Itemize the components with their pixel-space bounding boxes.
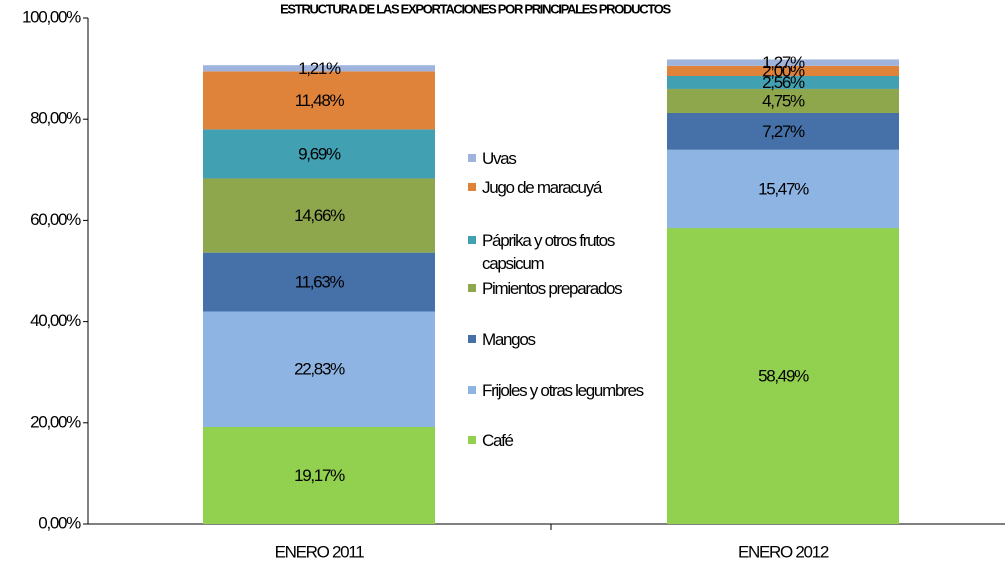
legend-swatch <box>468 335 476 343</box>
bar-segment <box>203 129 435 179</box>
value-label: 2,00% <box>762 61 805 80</box>
y-tick-label: 100,00% <box>22 7 81 26</box>
legend-swatch <box>468 183 476 191</box>
value-label: 1,27% <box>762 53 805 72</box>
bar-segment <box>203 65 435 72</box>
bar-segment <box>203 426 435 524</box>
value-label: 11,63% <box>295 273 345 292</box>
legend-swatch <box>468 284 476 292</box>
value-label: 19,17% <box>294 466 345 485</box>
y-tick-label: 0,00% <box>38 513 81 532</box>
value-label: 14,66% <box>294 206 345 225</box>
legend-swatch <box>468 386 476 394</box>
value-label: 11,48% <box>295 91 345 110</box>
legend-swatch <box>468 436 476 444</box>
value-label: 58,49% <box>758 367 809 386</box>
bar-segment <box>667 228 899 525</box>
bar-segment <box>667 59 899 66</box>
legend-label: Frijoles y otras legumbres <box>482 381 644 400</box>
legend-label: Pimientos preparados <box>482 279 623 298</box>
bar-segment <box>203 178 435 253</box>
value-label: 15,47% <box>758 179 809 198</box>
legend-entry: Mangos <box>468 328 652 351</box>
legend-entry: Frijoles y otras legumbres <box>468 379 652 402</box>
legend-label: Jugo de maracuyá <box>482 178 602 197</box>
legend-label: Uvas <box>482 149 517 168</box>
legend-label: Café <box>482 431 514 450</box>
value-label: 2,56% <box>762 73 805 92</box>
value-label: 1,21% <box>298 59 341 78</box>
legend-entry: Jugo de maracuyá <box>468 176 652 199</box>
value-label: 22,83% <box>294 360 345 379</box>
value-label: 4,75% <box>762 91 805 110</box>
y-tick-label: 20,00% <box>30 412 81 431</box>
legend-swatch <box>468 154 476 162</box>
bar-segment <box>203 252 435 312</box>
bar-segment <box>203 311 435 427</box>
y-tick-label: 60,00% <box>30 210 81 229</box>
legend-entry: Uvas <box>468 147 652 170</box>
legend-label: Mangos <box>482 330 536 349</box>
y-tick-label: 40,00% <box>30 311 81 330</box>
bar-segment <box>667 112 899 150</box>
value-label: 7,27% <box>762 122 805 141</box>
legend-entry: Páprika y otros frutos capsicum <box>468 229 652 275</box>
x-tick-label: ENERO 2011 <box>275 542 365 561</box>
legend-swatch <box>468 236 476 244</box>
legend-entry: Café <box>468 429 652 452</box>
bar-segment <box>667 75 899 89</box>
chart-title: ESTRUCTURA DE LAS EXPORTACIONES POR PRIN… <box>280 1 671 16</box>
y-tick-label: 80,00% <box>30 109 81 128</box>
legend-entry: Pimientos preparados <box>468 277 652 300</box>
value-label: 9,69% <box>298 144 341 163</box>
legend-label: Páprika y otros frutos capsicum <box>482 231 615 273</box>
bar-segment <box>203 71 435 130</box>
bar-segment <box>667 88 899 113</box>
x-tick-label: ENERO 2012 <box>738 542 829 561</box>
bar-segment <box>667 65 899 76</box>
bar-segment <box>667 149 899 229</box>
